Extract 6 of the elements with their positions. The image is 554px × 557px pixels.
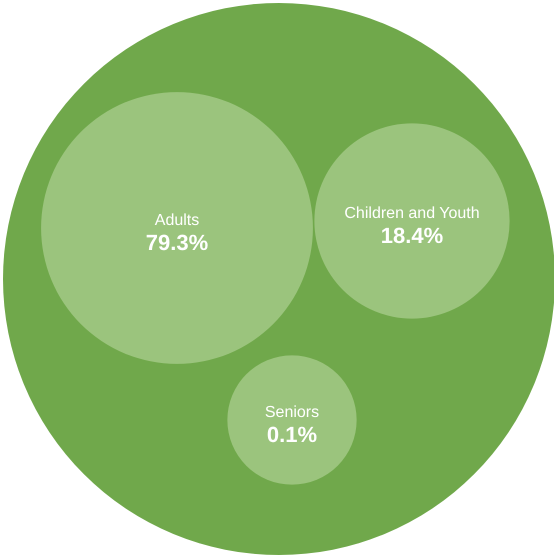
data-label: 18.4% bbox=[380, 223, 444, 248]
data-label: 79.3% bbox=[146, 230, 208, 255]
category-label: Seniors bbox=[264, 404, 320, 421]
data-label: 0.1% bbox=[266, 422, 318, 447]
category-label: Adults bbox=[154, 212, 200, 229]
category-label: Children and Youth bbox=[344, 205, 480, 222]
